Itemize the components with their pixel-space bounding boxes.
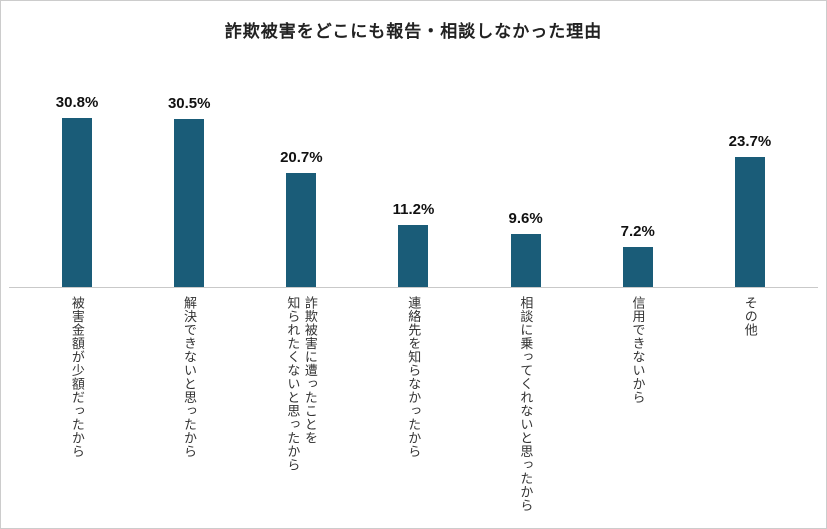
plot-area: 30.8% 30.5% 20.7% 11.2% 9.6% 7.2% 23.7% (21, 87, 806, 287)
category-cell: 被害金額が少額だったから (21, 288, 133, 526)
category-label: その他 (742, 296, 758, 337)
value-label: 9.6% (508, 210, 543, 228)
bar-column: 9.6% (470, 87, 582, 287)
bar (510, 234, 541, 287)
category-label: 相談に乗ってくれないと思ったから (518, 296, 534, 512)
category-cell: 解決できないと思ったから (133, 288, 245, 526)
bar-column: 23.7% (694, 87, 806, 287)
value-label: 7.2% (620, 223, 655, 241)
category-label: 信用できないから (630, 296, 646, 404)
bar (174, 119, 205, 287)
value-label: 30.5% (167, 95, 211, 113)
category-label: 連絡先を知らなかったから (406, 296, 422, 458)
chart-title: 詐欺被害をどこにも報告・相談しなかった理由 (224, 22, 603, 41)
x-axis-line (9, 287, 818, 288)
bar (286, 173, 317, 287)
category-label: 解決できないと思ったから (181, 296, 197, 458)
bar-column: 30.5% (133, 87, 245, 287)
bar-column: 20.7% (245, 87, 357, 287)
value-label: 20.7% (280, 149, 323, 167)
category-cell: 信用できないから (582, 288, 694, 526)
category-cell: 連絡先を知らなかったから (357, 288, 469, 526)
value-label: 30.8% (55, 93, 99, 111)
bar (62, 117, 93, 287)
category-cell: 詐欺被害に遭ったことを 知られたくないと思ったから (245, 288, 357, 526)
bar-column: 7.2% (582, 87, 694, 287)
bar (734, 156, 765, 287)
bar (622, 247, 653, 287)
category-cell: その他 (694, 288, 806, 526)
bar-column: 11.2% (357, 87, 469, 287)
category-cell: 相談に乗ってくれないと思ったから (470, 288, 582, 526)
bar-column: 30.8% (21, 87, 133, 287)
value-label: 11.2% (392, 201, 435, 219)
category-label: 被害金額が少額だったから (69, 296, 85, 458)
bar (398, 225, 429, 287)
category-label: 詐欺被害に遭ったことを 知られたくないと思ったから (285, 296, 318, 472)
category-axis: 被害金額が少額だったから 解決できないと思ったから 詐欺被害に遭ったことを 知ら… (21, 288, 806, 526)
value-label: 23.7% (728, 132, 772, 150)
